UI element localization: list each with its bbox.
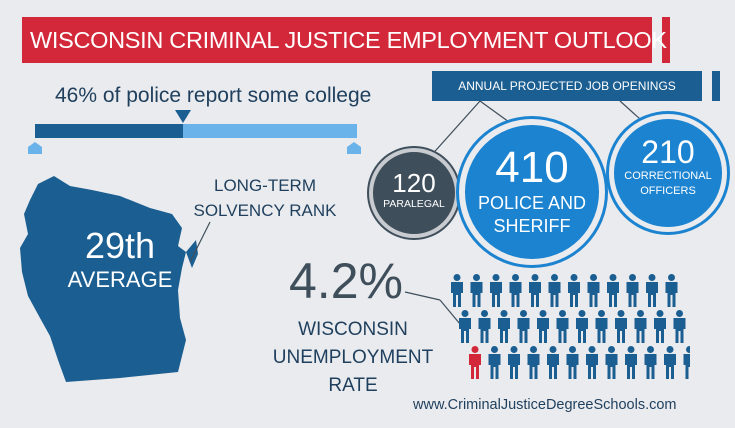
person-icon: [605, 346, 618, 379]
person-icon: [478, 310, 491, 343]
person-icon: [568, 274, 580, 307]
person-icon: [673, 310, 686, 343]
solvency-label: LONG-TERM SOLVENCY RANK: [170, 173, 360, 223]
police-label-line2: SHERIFF: [493, 216, 571, 236]
unemployment-label-line1: WISCONSIN: [298, 319, 408, 340]
person-icon: [586, 346, 598, 379]
unemployment-label-line3: RATE: [328, 375, 378, 396]
person-icon: [527, 346, 540, 379]
correctional-label-line2: OFFICERS: [640, 185, 696, 197]
paralegal-value: 120: [392, 168, 436, 198]
person-icon: [537, 310, 549, 343]
person-icon: [548, 274, 561, 307]
person-icon: [634, 310, 647, 343]
person-icon: [488, 346, 501, 379]
person-icon: [490, 274, 502, 307]
person-icon: [644, 346, 657, 379]
person-icon: [664, 346, 676, 379]
person-icon: [566, 346, 579, 379]
college-stat-text: 46% of police report some college: [55, 84, 372, 107]
person-icon: [587, 274, 600, 307]
unemployment-value: 4.2%: [289, 253, 403, 309]
person-icon: [470, 274, 483, 307]
progress-remainder: [183, 124, 357, 138]
solvency-rank-sub: AVERAGE: [67, 267, 173, 292]
person-icon: [646, 274, 658, 307]
website-url: www.CriminalJusticeDegreeSchools.com: [413, 397, 677, 413]
progress-fill: [35, 124, 183, 138]
person-icon: [683, 346, 690, 379]
page-title: WISCONSIN CRIMINAL JUSTICE EMPLOYMENT OU…: [30, 27, 667, 53]
solvency-rank: 29th: [84, 225, 156, 266]
left-cap-icon: [28, 142, 42, 154]
person-icon: [654, 310, 666, 343]
person-icon: [615, 310, 627, 343]
person-icon: [556, 310, 569, 343]
pointer-marker: [175, 110, 191, 123]
jobs-banner: ANNUAL PROJECTED JOB OPENINGS: [432, 71, 720, 101]
police-value: 410: [495, 143, 569, 192]
person-icon: [576, 310, 588, 343]
person-icon: [459, 310, 471, 343]
person-icon: [509, 274, 522, 307]
person-icon: [595, 310, 608, 343]
person-icon: [529, 274, 541, 307]
person-icon: [498, 310, 510, 343]
unemployment-label-line2: UNEMPLOYMENT: [272, 347, 434, 368]
correctional-label-line1: CORRECTIONAL: [624, 170, 712, 182]
person-icon: [451, 274, 463, 307]
paralegal-label: PARALEGAL: [383, 198, 445, 210]
right-cap-icon: [347, 142, 361, 154]
bubble-paralegal: 120 PARALEGAL: [369, 148, 459, 238]
person-icon: [508, 346, 520, 379]
title-banner: [22, 17, 670, 63]
person-icon: [665, 274, 678, 307]
people-grid: [451, 274, 690, 379]
bubble-police: 410 POLICE AND SHERIFF: [459, 119, 605, 265]
person-icon-highlighted: [469, 346, 481, 379]
person-icon: [547, 346, 559, 379]
police-label-line1: POLICE AND: [477, 193, 587, 213]
college-progress-bar: [35, 124, 357, 138]
correctional-value: 210: [641, 134, 695, 170]
bubble-correctional: 210 CORRECTIONAL OFFICERS: [609, 114, 727, 232]
person-icon: [517, 310, 530, 343]
person-icon: [626, 274, 639, 307]
solvency-label-line2: SOLVENCY RANK: [193, 201, 337, 220]
person-icon: [607, 274, 619, 307]
unemployment-label: WISCONSIN UNEMPLOYMENT RATE: [268, 316, 438, 400]
solvency-label-line1: LONG-TERM: [214, 176, 316, 195]
person-icon: [625, 346, 637, 379]
